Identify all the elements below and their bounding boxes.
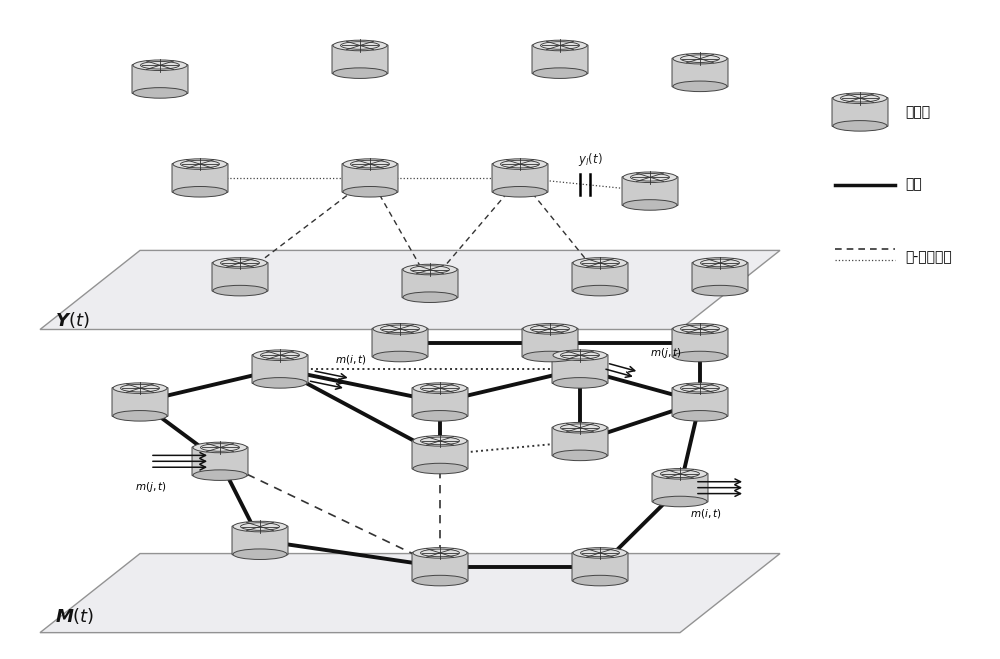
FancyBboxPatch shape: [412, 387, 468, 416]
FancyBboxPatch shape: [522, 328, 578, 357]
Text: $\boldsymbol{Y}(t)$: $\boldsymbol{Y}(t)$: [55, 310, 90, 330]
Ellipse shape: [673, 324, 727, 334]
Ellipse shape: [213, 258, 267, 268]
Ellipse shape: [403, 264, 457, 275]
FancyBboxPatch shape: [252, 355, 308, 384]
FancyBboxPatch shape: [572, 262, 628, 291]
FancyBboxPatch shape: [342, 163, 398, 192]
FancyBboxPatch shape: [492, 163, 548, 192]
Ellipse shape: [333, 68, 387, 78]
Ellipse shape: [673, 411, 727, 421]
Ellipse shape: [573, 285, 627, 296]
FancyBboxPatch shape: [622, 177, 678, 206]
Ellipse shape: [653, 469, 707, 479]
FancyBboxPatch shape: [402, 269, 458, 298]
Ellipse shape: [833, 93, 887, 103]
Ellipse shape: [533, 40, 587, 51]
Ellipse shape: [493, 186, 547, 197]
FancyBboxPatch shape: [372, 328, 428, 357]
FancyBboxPatch shape: [672, 58, 728, 87]
FancyBboxPatch shape: [552, 427, 608, 456]
Ellipse shape: [693, 258, 747, 268]
Ellipse shape: [553, 450, 607, 461]
Ellipse shape: [553, 422, 607, 433]
FancyBboxPatch shape: [652, 473, 708, 502]
Polygon shape: [40, 250, 780, 330]
Ellipse shape: [233, 549, 287, 559]
Ellipse shape: [193, 470, 247, 480]
Ellipse shape: [623, 200, 677, 210]
Text: $\boldsymbol{M}(t)$: $\boldsymbol{M}(t)$: [55, 606, 94, 626]
Ellipse shape: [413, 463, 467, 474]
Ellipse shape: [833, 121, 887, 131]
Ellipse shape: [673, 81, 727, 92]
FancyBboxPatch shape: [692, 262, 748, 291]
Text: $m(j,t)$: $m(j,t)$: [650, 345, 682, 360]
Ellipse shape: [133, 60, 187, 71]
FancyBboxPatch shape: [412, 552, 468, 581]
Ellipse shape: [523, 351, 577, 362]
Ellipse shape: [413, 575, 467, 586]
Ellipse shape: [693, 285, 747, 296]
Ellipse shape: [173, 186, 227, 197]
FancyBboxPatch shape: [212, 262, 268, 291]
FancyBboxPatch shape: [172, 163, 228, 192]
Text: $m(i,t)$: $m(i,t)$: [335, 353, 367, 366]
Ellipse shape: [173, 159, 227, 169]
Ellipse shape: [413, 548, 467, 558]
Ellipse shape: [493, 159, 547, 169]
FancyBboxPatch shape: [572, 552, 628, 581]
Ellipse shape: [403, 292, 457, 302]
Text: 路由器: 路由器: [905, 105, 930, 119]
Ellipse shape: [343, 159, 397, 169]
FancyBboxPatch shape: [232, 526, 288, 555]
Ellipse shape: [673, 383, 727, 393]
Ellipse shape: [113, 411, 167, 421]
Ellipse shape: [413, 436, 467, 446]
Ellipse shape: [413, 383, 467, 393]
Ellipse shape: [233, 521, 287, 532]
Ellipse shape: [413, 411, 467, 421]
Ellipse shape: [193, 442, 247, 453]
Ellipse shape: [573, 575, 627, 586]
Ellipse shape: [533, 68, 587, 78]
FancyBboxPatch shape: [132, 65, 188, 94]
Ellipse shape: [673, 53, 727, 64]
Ellipse shape: [333, 40, 387, 51]
FancyBboxPatch shape: [672, 387, 728, 416]
Ellipse shape: [623, 172, 677, 183]
Ellipse shape: [553, 378, 607, 388]
Ellipse shape: [553, 350, 607, 360]
Text: 链路: 链路: [905, 177, 922, 192]
Ellipse shape: [253, 378, 307, 388]
Text: $y_l(t)$: $y_l(t)$: [578, 151, 602, 168]
Ellipse shape: [373, 324, 427, 334]
Ellipse shape: [573, 258, 627, 268]
Ellipse shape: [113, 383, 167, 393]
FancyBboxPatch shape: [532, 45, 588, 74]
FancyBboxPatch shape: [672, 328, 728, 357]
FancyBboxPatch shape: [332, 45, 388, 74]
Polygon shape: [40, 554, 780, 633]
Ellipse shape: [253, 350, 307, 360]
Text: 源-目的流量: 源-目的流量: [905, 250, 952, 264]
FancyBboxPatch shape: [412, 440, 468, 469]
Ellipse shape: [133, 88, 187, 98]
Ellipse shape: [653, 496, 707, 507]
Ellipse shape: [573, 548, 627, 558]
Text: $m(i,t)$: $m(i,t)$: [690, 507, 722, 521]
Ellipse shape: [343, 186, 397, 197]
Ellipse shape: [213, 285, 267, 296]
FancyBboxPatch shape: [552, 355, 608, 384]
FancyBboxPatch shape: [192, 447, 248, 476]
Text: $m(j,t)$: $m(j,t)$: [135, 480, 167, 494]
FancyBboxPatch shape: [832, 98, 888, 127]
Ellipse shape: [523, 324, 577, 334]
FancyBboxPatch shape: [112, 387, 168, 416]
Ellipse shape: [673, 351, 727, 362]
Ellipse shape: [373, 351, 427, 362]
